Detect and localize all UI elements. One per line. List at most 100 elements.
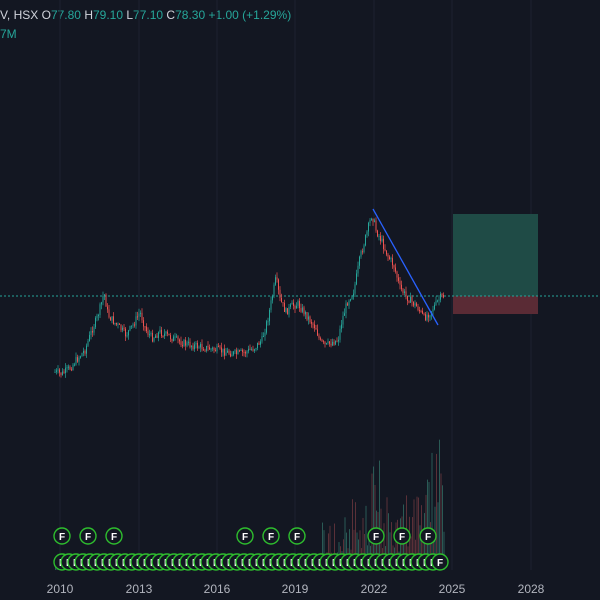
candle-body	[350, 299, 351, 301]
candle-body	[311, 322, 312, 324]
candle-body	[177, 336, 179, 340]
event-marker[interactable]: F	[367, 527, 385, 545]
volume-bar	[439, 439, 440, 570]
candle-body	[110, 317, 111, 321]
candle-body	[159, 329, 161, 333]
event-marker[interactable]: F	[393, 527, 411, 545]
candle-body	[209, 347, 210, 350]
candle-body	[335, 340, 336, 345]
candle-body	[362, 251, 363, 253]
candle-body	[143, 320, 144, 327]
trendline[interactable]	[372, 208, 439, 326]
candle-body	[102, 295, 104, 303]
candle-body	[267, 321, 269, 323]
candle-body	[332, 341, 333, 346]
volume-bar	[437, 502, 439, 570]
candle-body	[425, 314, 426, 321]
candle-body	[68, 366, 69, 368]
candle-body	[165, 331, 167, 334]
candle-body	[174, 336, 176, 338]
candle-body	[282, 302, 284, 304]
candle-body	[384, 248, 386, 251]
candle-body	[197, 342, 198, 349]
candle-body	[266, 321, 267, 333]
event-marker[interactable]: F	[419, 527, 437, 545]
event-marker[interactable]: F	[53, 527, 71, 545]
profit-zone[interactable]	[453, 214, 538, 296]
volume-bar	[323, 530, 325, 570]
open-label: O	[41, 8, 51, 22]
event-marker-letter: F	[85, 532, 91, 543]
candle-body	[171, 339, 173, 342]
candle-body	[75, 357, 77, 365]
candle-body	[186, 342, 188, 346]
candle-body	[306, 311, 308, 320]
candle-body	[441, 293, 443, 295]
event-marker[interactable]: F	[431, 553, 449, 571]
event-marker[interactable]: F	[262, 527, 280, 545]
candle-body	[326, 343, 327, 345]
candle-body	[156, 335, 158, 338]
volume-bar	[364, 533, 365, 570]
candle-body	[410, 296, 411, 303]
volume-bar	[334, 523, 335, 570]
candle-body	[278, 279, 279, 290]
candle-body	[411, 296, 413, 302]
candle-body	[107, 306, 108, 310]
candle-body	[98, 315, 99, 317]
low-value: 77.10	[133, 8, 164, 22]
candle-body	[117, 323, 119, 325]
candle-body	[383, 238, 384, 249]
candle-body	[438, 299, 440, 301]
event-marker[interactable]: F	[236, 527, 254, 545]
candle-body	[239, 350, 240, 352]
candle-body	[281, 297, 282, 303]
candle-body	[129, 325, 131, 331]
candle-body	[192, 345, 194, 350]
chart-grid	[59, 0, 532, 570]
candle-body	[351, 295, 353, 300]
candle-body	[387, 254, 389, 257]
candle-body	[182, 345, 183, 347]
candle-body	[428, 314, 429, 318]
candle-body	[324, 341, 326, 345]
candle-body	[119, 323, 120, 325]
candle-body	[300, 308, 302, 312]
candle-body	[252, 349, 254, 351]
candle-body	[437, 300, 438, 302]
event-marker[interactable]: F	[79, 527, 97, 545]
candle-body	[320, 338, 321, 340]
candle-body	[443, 294, 444, 298]
candle-body	[375, 220, 377, 231]
time-axis-label: 2025	[438, 582, 466, 596]
candle-body	[270, 300, 272, 310]
candle-body	[293, 302, 294, 307]
low-label: L	[126, 8, 134, 22]
candle-body	[371, 218, 372, 221]
loss-zone[interactable]	[453, 296, 538, 314]
event-marker[interactable]: F	[105, 527, 123, 545]
candle-body	[249, 348, 251, 350]
candle-body	[336, 340, 338, 342]
candle-body	[216, 346, 218, 352]
volume-bar	[416, 496, 418, 570]
volume-bar	[440, 473, 442, 570]
candle-body	[419, 310, 420, 312]
candle-body	[161, 329, 162, 337]
candle-body	[255, 348, 257, 350]
volume-bar	[443, 531, 445, 570]
candle-body	[84, 351, 86, 354]
candle-body	[309, 316, 311, 323]
candle-body	[86, 345, 87, 354]
volume-bar	[419, 525, 421, 570]
candle-body	[128, 330, 129, 336]
candle-body	[378, 236, 380, 238]
volume-bar	[422, 531, 424, 570]
candle-body	[288, 306, 290, 315]
volume-bar	[373, 466, 374, 570]
event-marker[interactable]: F	[288, 527, 306, 545]
candle-body	[245, 352, 246, 354]
price-candles	[54, 217, 444, 378]
candle-body	[237, 350, 239, 355]
